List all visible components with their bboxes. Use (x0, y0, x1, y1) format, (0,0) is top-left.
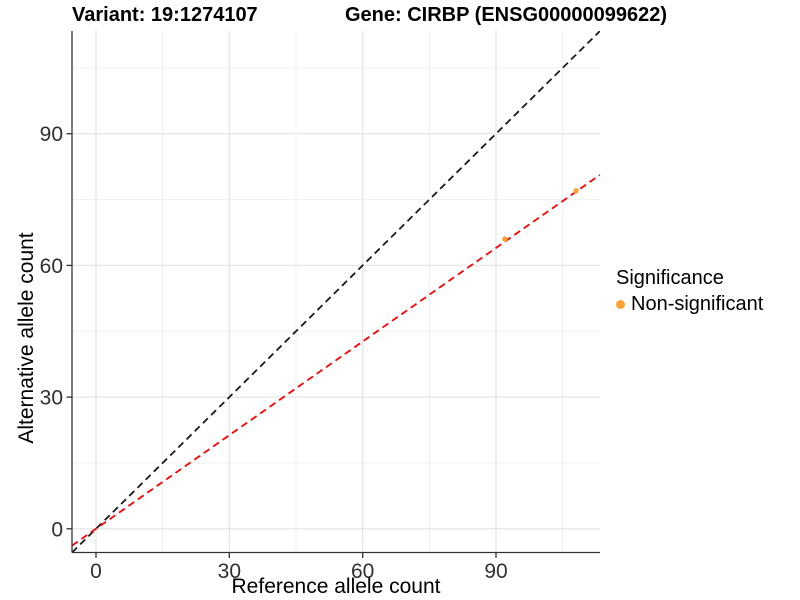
legend-entry: Non-significant (616, 293, 763, 316)
x-tick-label: 90 (484, 560, 507, 583)
y-tick-label: 0 (51, 518, 63, 541)
legend: Significance Non-significant (616, 267, 763, 316)
variant-title: Variant: 19:1274107 (72, 4, 258, 26)
data-point (573, 188, 579, 194)
x-axis-title: Reference allele count (231, 575, 441, 598)
x-tick-label: 30 (218, 560, 241, 583)
y-tick-label: 30 (40, 387, 63, 410)
fitted-line (72, 174, 600, 547)
data-point (502, 236, 508, 242)
y-tick-label: 90 (40, 123, 63, 146)
x-tick-label: 0 (90, 560, 102, 583)
legend-point-icon (616, 300, 625, 309)
legend-title: Significance (616, 267, 724, 289)
gene-title: Gene: CIRBP (ENSG00000099622) (345, 4, 668, 26)
x-tick-label: 60 (351, 560, 374, 583)
y-tick-label: 60 (40, 255, 63, 278)
legend-entry-label: Non-significant (631, 293, 764, 315)
y-axis-title: Alternative allele count (15, 232, 38, 444)
identity-line (72, 31, 600, 553)
